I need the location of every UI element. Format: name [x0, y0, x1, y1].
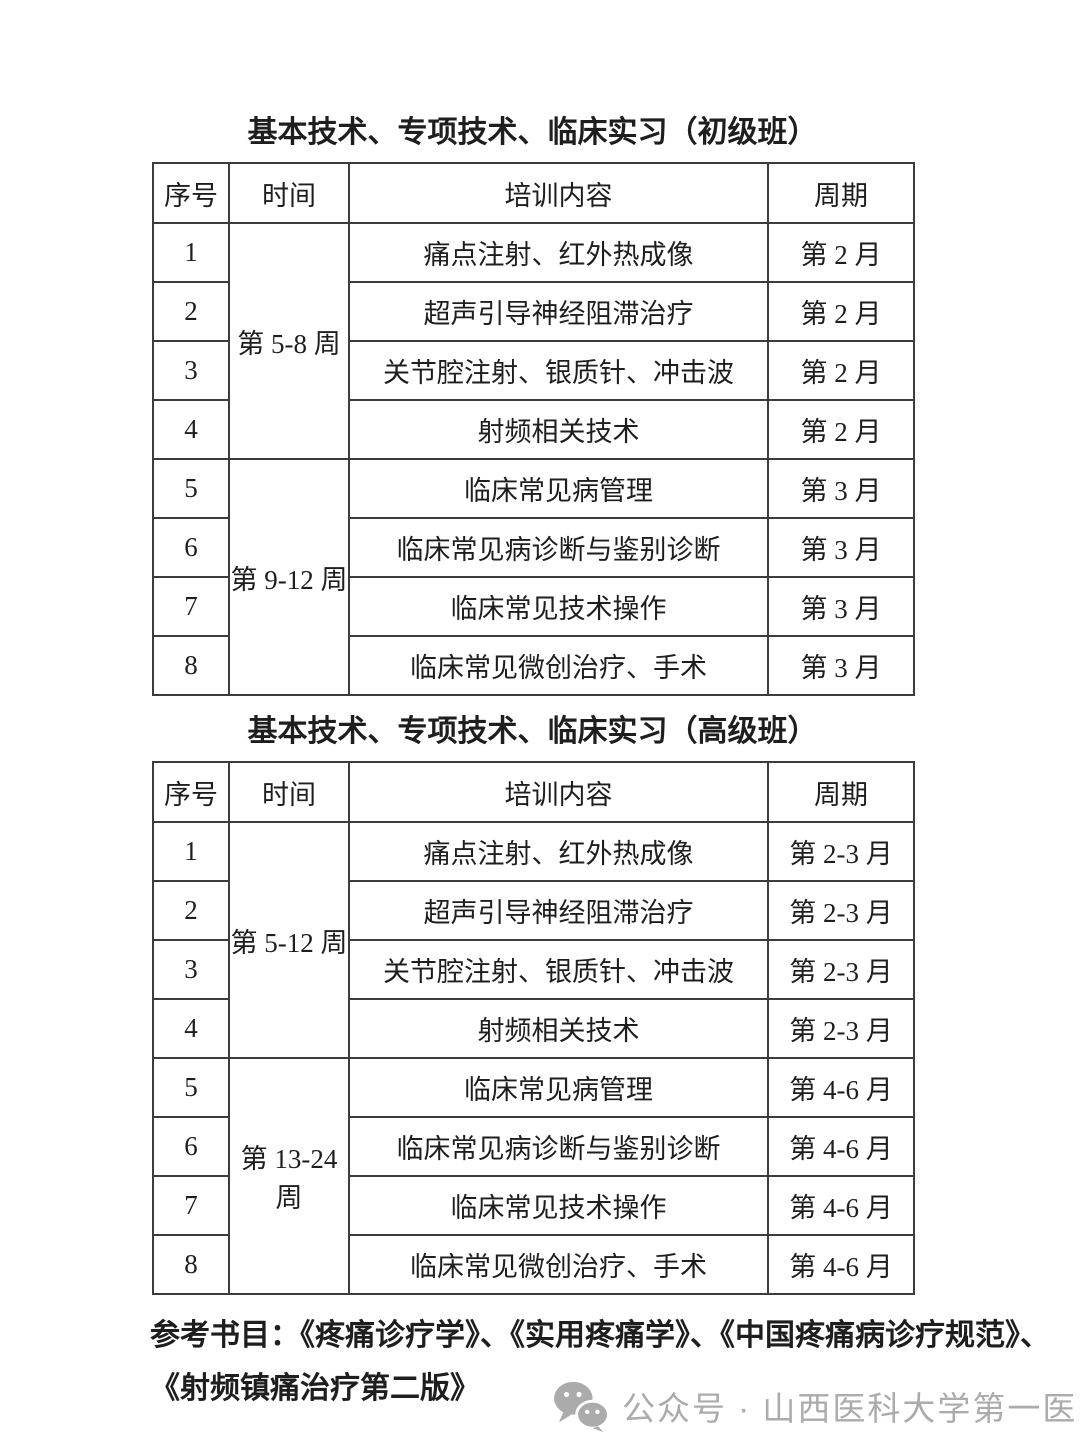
cell-content: 临床常见病诊断与鉴别诊断 — [348, 517, 769, 578]
cell-content: 痛点注射、红外热成像 — [348, 821, 769, 882]
table-header-row: 序号 时间 培训内容 周期 — [152, 761, 915, 823]
table-row: 4 射频相关技术 第 2-3 月 — [152, 998, 915, 1059]
col-header-period: 周期 — [767, 761, 915, 823]
cell-time-span: 第 5-12 周 — [228, 821, 350, 1059]
table-row: 3 关节腔注射、银质针、冲击波 第 2 月 — [152, 340, 915, 401]
table-row: 6 临床常见病诊断与鉴别诊断 第 4-6 月 — [152, 1116, 915, 1177]
cell-content: 射频相关技术 — [348, 399, 769, 460]
watermark-text: 公众号 · 山西医科大学第一医院 — [622, 1390, 1080, 1427]
cell-content: 射频相关技术 — [348, 998, 769, 1059]
cell-content: 临床常见病管理 — [348, 458, 769, 519]
cell-no: 3 — [152, 939, 230, 1000]
cell-content: 临床常见病管理 — [348, 1057, 769, 1118]
training-table-advanced: 序号 时间 培训内容 周期 1 第 5-12 周 痛点注射、红外热成像 第 2-… — [152, 761, 915, 1295]
table-header-row: 序号 时间 培训内容 周期 — [152, 162, 915, 224]
cell-period: 第 4-6 月 — [767, 1057, 915, 1118]
cell-content: 临床常见微创治疗、手术 — [348, 635, 769, 696]
cell-content: 临床常见技术操作 — [348, 576, 769, 637]
col-header-no: 序号 — [152, 162, 230, 224]
table-title-advanced: 基本技术、专项技术、临床实习（高级班） — [247, 715, 818, 748]
cell-period: 第 2 月 — [767, 399, 915, 460]
reference-books-line1: 参考书目：《疼痛诊疗学》、《实用疼痛学》、《中国疼痛病诊疗规范》、 — [150, 1319, 1050, 1352]
cell-no: 6 — [152, 517, 230, 578]
cell-content: 临床常见病诊断与鉴别诊断 — [348, 1116, 769, 1177]
table-row: 4 射频相关技术 第 2 月 — [152, 399, 915, 460]
cell-no: 2 — [152, 281, 230, 342]
cell-period: 第 2 月 — [767, 281, 915, 342]
cell-no: 8 — [152, 635, 230, 696]
reference-books-line2: 《射频镇痛治疗第二版》 — [150, 1372, 480, 1405]
col-header-content: 培训内容 — [348, 162, 769, 224]
cell-no: 6 — [152, 1116, 230, 1177]
cell-period: 第 2-3 月 — [767, 939, 915, 1000]
cell-time-span: 第 5-8 周 — [228, 222, 350, 460]
table-row: 2 超声引导神经阻滞治疗 第 2-3 月 — [152, 880, 915, 941]
table-row: 2 超声引导神经阻滞治疗 第 2 月 — [152, 281, 915, 342]
cell-no: 8 — [152, 1234, 230, 1295]
cell-content: 超声引导神经阻滞治疗 — [348, 281, 769, 342]
cell-no: 1 — [152, 222, 230, 283]
cell-time-span: 第 9-12 周 — [228, 458, 350, 696]
cell-period: 第 4-6 月 — [767, 1116, 915, 1177]
cell-period: 第 3 月 — [767, 576, 915, 637]
cell-content: 痛点注射、红外热成像 — [348, 222, 769, 283]
table-row: 8 临床常见微创治疗、手术 第 3 月 — [152, 635, 915, 696]
cell-period: 第 2 月 — [767, 222, 915, 283]
cell-content: 关节腔注射、银质针、冲击波 — [348, 340, 769, 401]
cell-no: 7 — [152, 1175, 230, 1236]
col-header-no: 序号 — [152, 761, 230, 823]
table-row: 1 第 5-12 周 痛点注射、红外热成像 第 2-3 月 — [152, 821, 915, 1059]
cell-no: 3 — [152, 340, 230, 401]
cell-period: 第 2-3 月 — [767, 998, 915, 1059]
wechat-icon — [552, 1380, 610, 1432]
cell-period: 第 2-3 月 — [767, 821, 915, 882]
cell-content: 关节腔注射、银质针、冲击波 — [348, 939, 769, 1000]
cell-time-span: 第 13-24 周 — [228, 1057, 350, 1295]
table-row: 5 第 9-12 周 临床常见病管理 第 3 月 — [152, 458, 915, 696]
cell-no: 5 — [152, 458, 230, 519]
cell-no: 4 — [152, 399, 230, 460]
table-title-beginner: 基本技术、专项技术、临床实习（初级班） — [247, 116, 818, 149]
watermark: 公众号 · 山西医科大学第一医院 — [552, 1380, 1080, 1432]
table-row: 5 第 13-24 周 临床常见病管理 第 4-6 月 — [152, 1057, 915, 1295]
cell-period: 第 2-3 月 — [767, 880, 915, 941]
cell-period: 第 3 月 — [767, 517, 915, 578]
col-header-time: 时间 — [228, 162, 350, 224]
cell-no: 1 — [152, 821, 230, 882]
col-header-time: 时间 — [228, 761, 350, 823]
cell-no: 7 — [152, 576, 230, 637]
cell-period: 第 3 月 — [767, 458, 915, 519]
cell-no: 4 — [152, 998, 230, 1059]
table-row: 7 临床常见技术操作 第 4-6 月 — [152, 1175, 915, 1236]
table-row: 3 关节腔注射、银质针、冲击波 第 2-3 月 — [152, 939, 915, 1000]
cell-content: 临床常见微创治疗、手术 — [348, 1234, 769, 1295]
table-row: 7 临床常见技术操作 第 3 月 — [152, 576, 915, 637]
table-row: 6 临床常见病诊断与鉴别诊断 第 3 月 — [152, 517, 915, 578]
col-header-period: 周期 — [767, 162, 915, 224]
cell-content: 临床常见技术操作 — [348, 1175, 769, 1236]
training-table-beginner: 序号 时间 培训内容 周期 1 第 5-8 周 痛点注射、红外热成像 第 2 月… — [152, 162, 915, 696]
table-row: 8 临床常见微创治疗、手术 第 4-6 月 — [152, 1234, 915, 1295]
col-header-content: 培训内容 — [348, 761, 769, 823]
cell-no: 2 — [152, 880, 230, 941]
table-row: 1 第 5-8 周 痛点注射、红外热成像 第 2 月 — [152, 222, 915, 460]
cell-period: 第 2 月 — [767, 340, 915, 401]
cell-period: 第 4-6 月 — [767, 1175, 915, 1236]
cell-no: 5 — [152, 1057, 230, 1118]
cell-content: 超声引导神经阻滞治疗 — [348, 880, 769, 941]
cell-period: 第 3 月 — [767, 635, 915, 696]
cell-period: 第 4-6 月 — [767, 1234, 915, 1295]
